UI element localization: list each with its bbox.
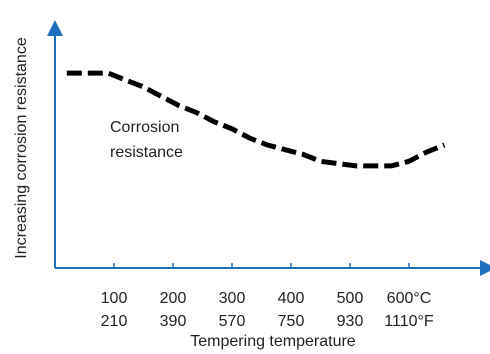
axes	[47, 20, 490, 276]
x-tick-labels: 100 210 200 390 300 570 400 750 500 930 600°C 1110°…	[101, 290, 434, 330]
x-tick-label-celsius: 500	[337, 290, 364, 307]
corrosion-annotation-line2: resistance	[110, 144, 183, 161]
corrosion-annotation-line1: Corrosion	[110, 119, 179, 136]
x-axis-label: Tempering temperature	[190, 333, 356, 350]
x-tick-label-fahrenheit: 390	[160, 313, 187, 330]
x-tick-label-celsius: 400	[278, 290, 305, 307]
x-tick-label-celsius: 200	[160, 290, 187, 307]
x-tick-label-celsius: 600°C	[387, 290, 432, 307]
x-tick-label-celsius: 300	[219, 290, 246, 307]
x-tick-label-fahrenheit: 750	[278, 313, 305, 330]
x-tick-label-fahrenheit: 210	[101, 313, 128, 330]
corrosion-resistance-line	[66, 70, 446, 169]
x-tick-label-fahrenheit: 930	[337, 313, 364, 330]
x-tick-marks	[113, 263, 410, 268]
x-tick-label-celsius: 100	[101, 290, 128, 307]
y-axis-label: Increasing corrosion resistance	[13, 37, 30, 259]
x-tick-label-fahrenheit: 1110°F	[384, 313, 434, 330]
x-tick-label-fahrenheit: 570	[219, 313, 246, 330]
